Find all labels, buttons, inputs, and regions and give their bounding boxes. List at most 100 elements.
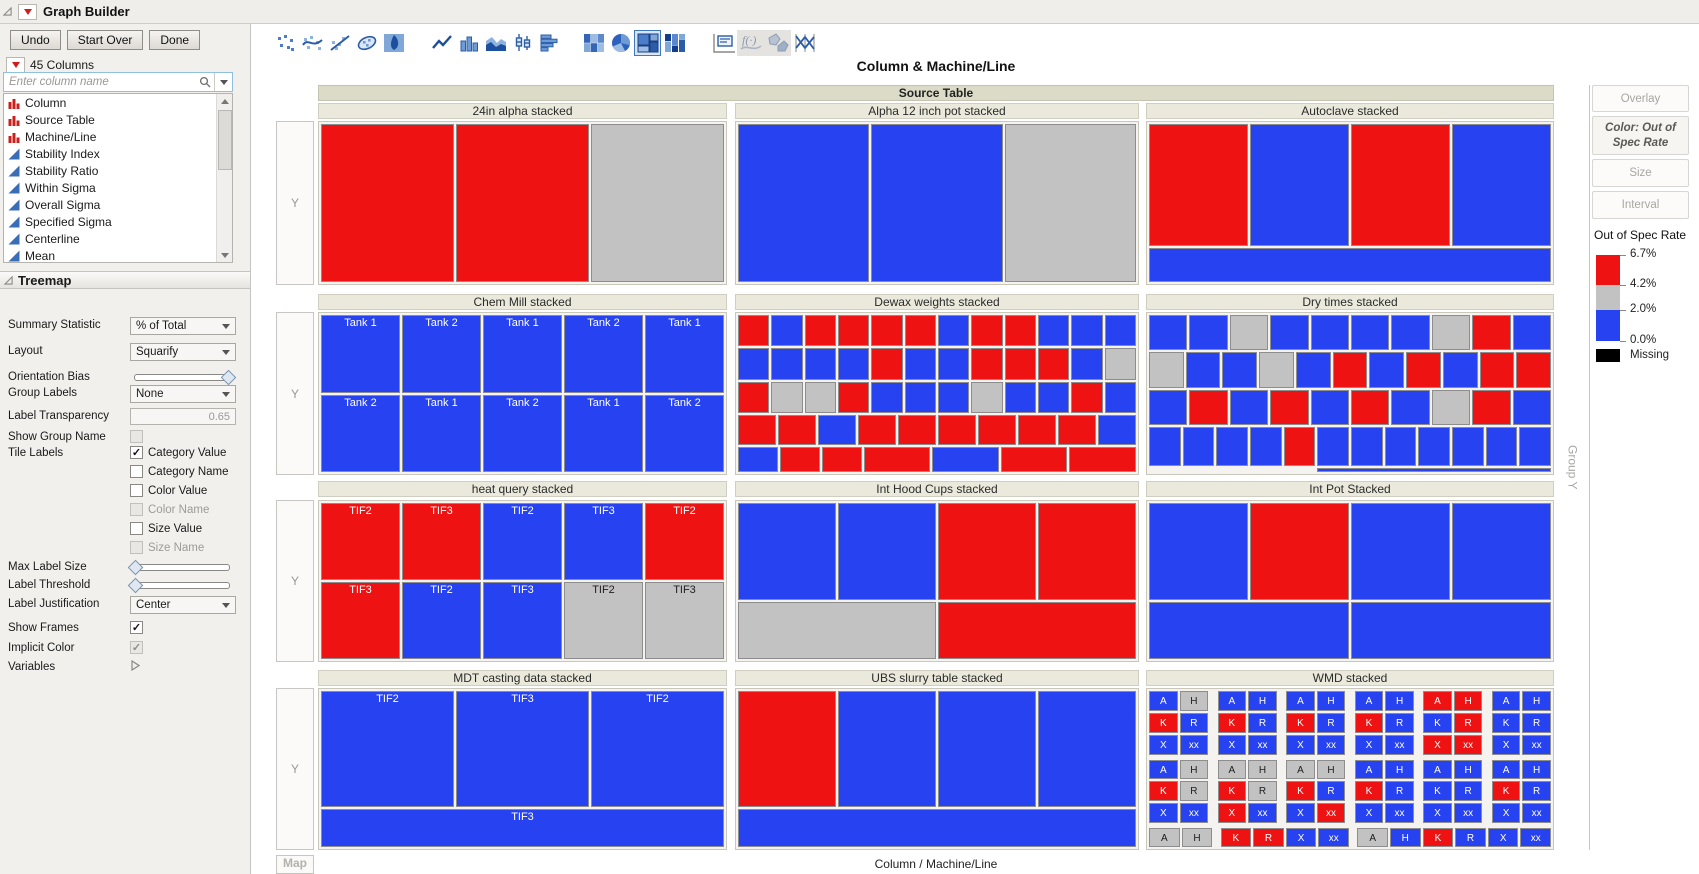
treemap-tile[interactable]: H: [1385, 691, 1414, 711]
treemap-tile[interactable]: [978, 415, 1016, 445]
slider-handle-icon[interactable]: [127, 559, 144, 576]
treemap-tile[interactable]: A: [1217, 759, 1247, 780]
treemap-tile[interactable]: K: [1354, 781, 1384, 802]
show-frames-checkbox[interactable]: [130, 621, 143, 634]
treemap-tile[interactable]: [1069, 446, 1136, 473]
treemap-tile[interactable]: TIF3: [645, 582, 724, 659]
ellipse-button[interactable]: [353, 30, 380, 56]
treemap-tile[interactable]: [1512, 315, 1552, 351]
done-button[interactable]: Done: [149, 30, 201, 50]
column-list-item[interactable]: Stability Index: [4, 145, 232, 162]
max-label-size-slider[interactable]: [127, 559, 234, 576]
treemap-tile[interactable]: [938, 602, 1136, 659]
treemap-tile[interactable]: [1485, 426, 1518, 466]
treemap-tile[interactable]: [1310, 315, 1350, 351]
label-justification-select[interactable]: Center: [130, 596, 236, 614]
treemap-tile[interactable]: xx: [1179, 734, 1209, 755]
column-list-item[interactable]: Mean: [4, 247, 232, 262]
treemap-tile[interactable]: [1000, 446, 1068, 473]
treemap-tile[interactable]: [1452, 426, 1484, 466]
treemap-tile[interactable]: R: [1522, 781, 1551, 802]
treemap-tile[interactable]: [1391, 315, 1430, 351]
column-search-field[interactable]: Enter column name: [3, 72, 233, 92]
treemap-tile[interactable]: A: [1286, 759, 1315, 780]
treemap-tile[interactable]: xx: [1385, 803, 1414, 824]
treemap-tile[interactable]: H: [1248, 759, 1277, 780]
slider-handle-icon[interactable]: [220, 369, 237, 386]
treemap-tile[interactable]: K: [1149, 712, 1178, 733]
treemap-tile[interactable]: X: [1149, 734, 1178, 755]
treemap-tile[interactable]: [1189, 315, 1228, 351]
treemap-tile[interactable]: [771, 381, 803, 414]
column-list-item[interactable]: Column: [4, 94, 232, 111]
treemap-tile[interactable]: TIF3: [321, 582, 400, 659]
treemap-tile[interactable]: Tank 1: [645, 315, 724, 393]
treemap-tile[interactable]: [1259, 352, 1294, 388]
treemap-tile[interactable]: [738, 602, 936, 659]
histogram-button[interactable]: [536, 30, 563, 56]
treemap-tile[interactable]: [456, 124, 589, 282]
treemap-tile[interactable]: [1222, 352, 1258, 388]
formula-button[interactable]: f(·): [737, 30, 764, 56]
heatmap-button[interactable]: [580, 30, 607, 56]
treemap-tile[interactable]: Tank 2: [321, 394, 400, 472]
treemap-tile[interactable]: [1479, 352, 1515, 388]
treemap-tile[interactable]: Tank 2: [483, 394, 562, 472]
treemap-tile[interactable]: [1058, 415, 1096, 445]
treemap-tile[interactable]: X: [1286, 734, 1315, 755]
treemap-tile[interactable]: H: [1179, 691, 1209, 711]
treemap-tile[interactable]: X: [1149, 803, 1178, 824]
treemap-tile[interactable]: R: [1253, 828, 1284, 848]
map-drop-zone[interactable]: Map: [276, 855, 314, 874]
treemap-tile[interactable]: [871, 381, 903, 414]
treemap-tile[interactable]: [1216, 426, 1249, 466]
treemap-tile[interactable]: [1037, 381, 1070, 414]
mosaic-button[interactable]: [661, 30, 688, 56]
treemap-tile[interactable]: R: [1453, 781, 1483, 802]
color-out-of-spec-rate-button[interactable]: Color: Out of Spec Rate: [1592, 116, 1689, 155]
treemap-tile[interactable]: [1149, 124, 1248, 246]
treemap-tile[interactable]: TIF2: [402, 582, 481, 659]
treemap-tile[interactable]: K: [1217, 781, 1247, 802]
treemap-tile[interactable]: [1185, 352, 1221, 388]
treemap-tile[interactable]: [932, 446, 999, 473]
treemap-tile[interactable]: [971, 348, 1003, 380]
treemap-tile[interactable]: [1316, 467, 1551, 473]
treemap-tile[interactable]: [771, 315, 803, 347]
treemap-tile[interactable]: H: [1181, 828, 1213, 848]
treemap-tile[interactable]: [804, 315, 836, 347]
treemap-tile[interactable]: [1418, 426, 1451, 466]
treemap-tile[interactable]: xx: [1522, 803, 1551, 824]
contour-button[interactable]: [380, 30, 407, 56]
orientation-bias-slider[interactable]: [130, 369, 237, 386]
y-drop-zone[interactable]: Y: [276, 312, 314, 475]
caption-box-button[interactable]: [710, 30, 737, 56]
treemap-tile[interactable]: [1229, 389, 1269, 425]
treemap-tile[interactable]: K: [1423, 712, 1452, 733]
treemap-tile[interactable]: [1182, 426, 1215, 466]
treemap-tile[interactable]: [778, 415, 816, 445]
red-triangle-menu-icon[interactable]: [18, 3, 37, 20]
layout-select[interactable]: Squarify: [130, 343, 236, 361]
treemap-tile[interactable]: Tank 1: [321, 315, 400, 393]
treemap-tile[interactable]: K: [1220, 828, 1252, 848]
tile-labels-category-name-checkbox[interactable]: [130, 465, 143, 478]
treemap-tile[interactable]: [838, 503, 936, 601]
treemap-tile[interactable]: H: [1248, 691, 1277, 711]
treemap-tile[interactable]: [904, 315, 936, 347]
scroll-up-icon[interactable]: [217, 94, 232, 108]
treemap-tile[interactable]: H: [1522, 759, 1551, 780]
treemap-tile[interactable]: H: [1179, 759, 1209, 780]
treemap-tile[interactable]: [1431, 389, 1471, 425]
area-button[interactable]: [482, 30, 509, 56]
column-list-item[interactable]: Machine/Line: [4, 128, 232, 145]
treemap-tile[interactable]: [871, 348, 903, 380]
treemap-tile[interactable]: [1351, 602, 1551, 659]
treemap-tile[interactable]: A: [1423, 759, 1452, 780]
treemap-tile[interactable]: H: [1453, 691, 1483, 711]
treemap-tile[interactable]: R: [1248, 712, 1277, 733]
collapse-triangle-icon[interactable]: [3, 7, 12, 16]
treemap-tile[interactable]: [821, 446, 862, 473]
treemap-tile[interactable]: [1071, 348, 1103, 380]
treemap-tile[interactable]: [1369, 352, 1405, 388]
